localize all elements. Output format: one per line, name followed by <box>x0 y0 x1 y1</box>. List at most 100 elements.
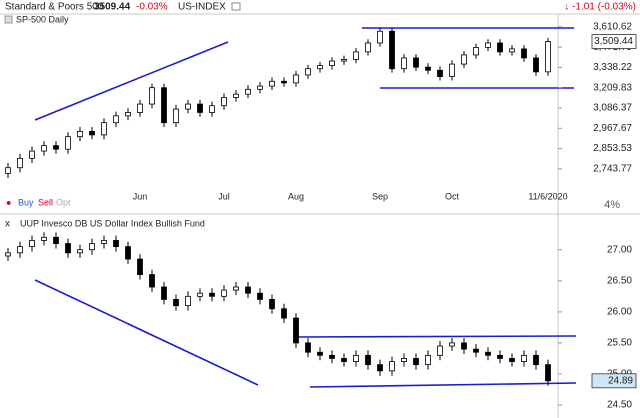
y-tick-label: 27.00 <box>607 244 632 255</box>
candle-body <box>545 364 551 382</box>
close-icon[interactable]: x <box>5 219 10 230</box>
candle-body <box>245 88 251 95</box>
candle-body <box>401 358 407 362</box>
candle-body <box>317 65 323 70</box>
candle-body <box>317 351 323 356</box>
candle-body <box>341 358 347 362</box>
candle-body <box>5 252 11 257</box>
candle-body <box>137 258 143 275</box>
candle-body <box>149 274 155 288</box>
candle-body <box>221 97 227 107</box>
candle-body <box>233 93 239 98</box>
candle-body <box>149 87 155 105</box>
panel-icon[interactable] <box>4 15 13 24</box>
candle-body <box>473 47 479 56</box>
alert-icon-label: ● <box>6 197 11 207</box>
y-tick-label: 3,086.37 <box>593 103 632 114</box>
candle-body <box>533 57 539 73</box>
x-tick-label: 11/6/2020 <box>528 191 567 201</box>
y-tick-label: 2,853.53 <box>593 143 632 154</box>
candle-body <box>353 51 359 60</box>
candle-body <box>17 246 23 254</box>
candle-body <box>257 292 263 300</box>
candle-body <box>209 292 215 297</box>
candle-body <box>161 286 167 300</box>
candle-body <box>221 289 227 297</box>
trend-line <box>309 382 577 388</box>
candle-body <box>185 295 191 307</box>
candle-body <box>281 80 287 84</box>
candle-body <box>473 348 479 353</box>
candle-body <box>125 246 131 260</box>
candle-body <box>353 354 359 362</box>
x-tick-label: Jul <box>218 191 230 201</box>
scale-note: 4% <box>604 199 620 211</box>
y-tick-label: 25.50 <box>607 338 632 349</box>
candle-body <box>281 308 287 319</box>
candle-body <box>389 361 395 372</box>
candle-body <box>509 358 515 362</box>
candle-body <box>461 342 467 350</box>
y-tick-label: 26.00 <box>607 306 632 317</box>
candle-body <box>233 286 239 291</box>
candle-body <box>269 299 275 310</box>
candle-body <box>521 354 527 362</box>
candle-body <box>533 354 539 366</box>
x-tick-label: Jun <box>133 191 148 201</box>
candle-body <box>113 115 119 124</box>
candle-body <box>125 112 131 117</box>
candle-body <box>413 358 419 366</box>
trend-line <box>34 279 259 386</box>
candle-body <box>293 317 299 344</box>
opt-button[interactable]: Opt <box>56 197 71 207</box>
candle-body <box>89 243 95 251</box>
candle-body <box>77 249 83 254</box>
candle-body <box>329 354 335 359</box>
last-price-label: 24.89 <box>608 375 633 386</box>
candle-body <box>257 85 263 90</box>
last-price-box <box>591 34 637 49</box>
candle-body <box>173 108 179 124</box>
candle-body <box>137 103 143 113</box>
buy-button[interactable]: Buy <box>18 197 34 207</box>
candle-body <box>485 351 491 356</box>
candle-body <box>77 130 83 138</box>
exchange: US-INDEX <box>178 2 226 13</box>
candle-body <box>461 54 467 65</box>
candle-body <box>377 30 383 44</box>
candle-body <box>245 286 251 294</box>
y-tick-label: 3,338.22 <box>593 62 632 73</box>
candle-body <box>425 354 431 366</box>
x-tick-label: Oct <box>445 191 460 201</box>
candle-body <box>449 342 455 347</box>
trend-line <box>34 41 229 121</box>
candle-body <box>329 60 335 67</box>
candle-body <box>173 299 179 307</box>
candle-body <box>161 87 167 124</box>
candle-body <box>65 136 71 150</box>
settings-icon[interactable] <box>231 2 241 11</box>
candle-body <box>401 57 407 70</box>
x-tick-label: Sep <box>372 191 388 201</box>
candle-body <box>17 157 23 169</box>
candle-body <box>53 145 59 150</box>
y-tick-label: 24.50 <box>607 400 632 411</box>
y-tick-label: 2,743.77 <box>593 164 632 175</box>
candle-body <box>545 41 551 73</box>
candle-body <box>413 57 419 68</box>
candle-body <box>269 80 275 87</box>
change-full: ↓ -1.01 (-0.03%) <box>564 2 636 13</box>
candle-body <box>29 240 35 248</box>
candle-body <box>209 105 215 113</box>
candle-body <box>497 354 503 359</box>
quote: 3509.44 <box>94 2 131 13</box>
sell-button[interactable]: Sell <box>38 197 53 207</box>
candle-body <box>41 145 47 152</box>
y-tick-label: 3,209.83 <box>593 82 632 93</box>
y-tick-label: 26.50 <box>607 275 632 286</box>
candle-body <box>341 59 347 62</box>
candle-body <box>377 364 383 372</box>
trend-line <box>294 335 577 338</box>
candle-body <box>449 63 455 77</box>
candle-body <box>53 236 59 244</box>
